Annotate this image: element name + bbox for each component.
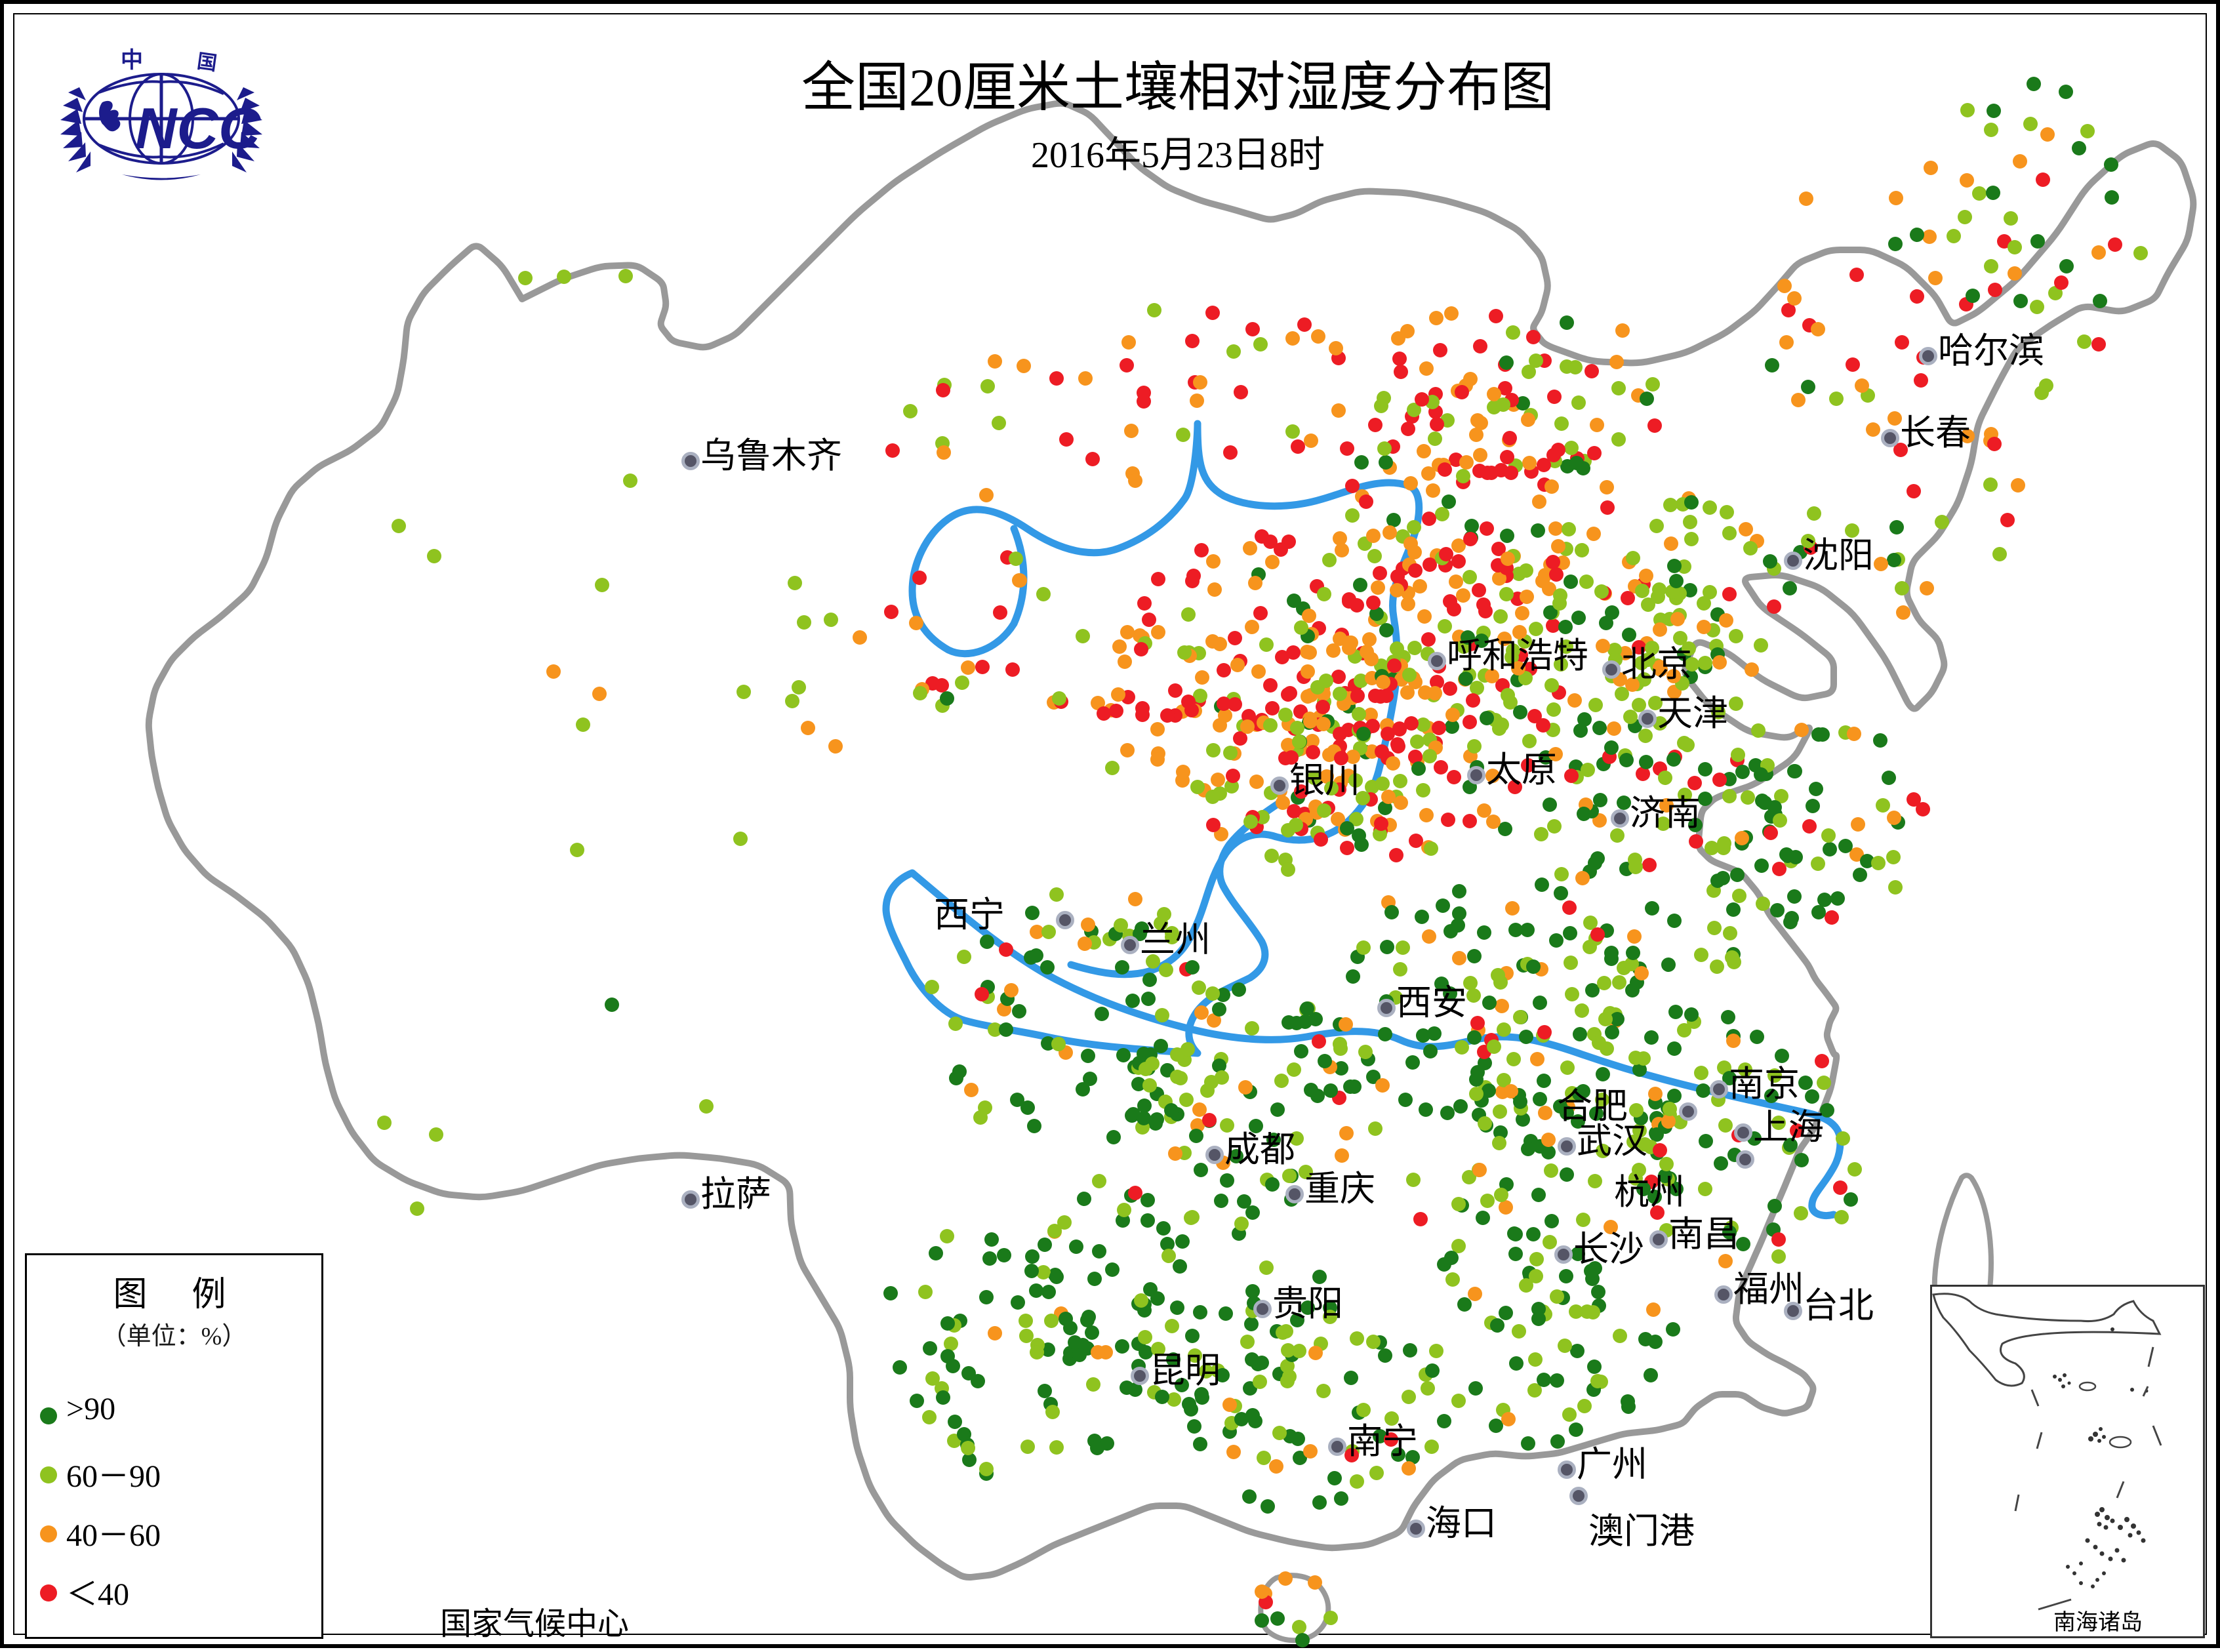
svg-text:中: 中	[121, 48, 143, 73]
svg-text:国: 国	[195, 50, 218, 75]
